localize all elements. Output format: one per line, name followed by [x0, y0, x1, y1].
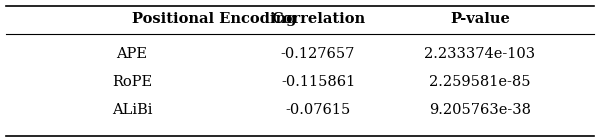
Text: APE: APE — [116, 47, 148, 61]
Text: P-value: P-value — [450, 12, 510, 26]
Text: Correlation: Correlation — [271, 12, 365, 26]
Text: 2.233374e-103: 2.233374e-103 — [424, 47, 536, 61]
Text: -0.127657: -0.127657 — [281, 47, 355, 61]
Text: 2.259581e-85: 2.259581e-85 — [429, 75, 531, 89]
Text: RoPE: RoPE — [112, 75, 152, 89]
Text: Positional Encoding: Positional Encoding — [132, 12, 296, 26]
Text: ALiBi: ALiBi — [112, 103, 152, 117]
Text: -0.115861: -0.115861 — [281, 75, 355, 89]
Text: 9.205763e-38: 9.205763e-38 — [429, 103, 531, 117]
Text: -0.07615: -0.07615 — [286, 103, 350, 117]
